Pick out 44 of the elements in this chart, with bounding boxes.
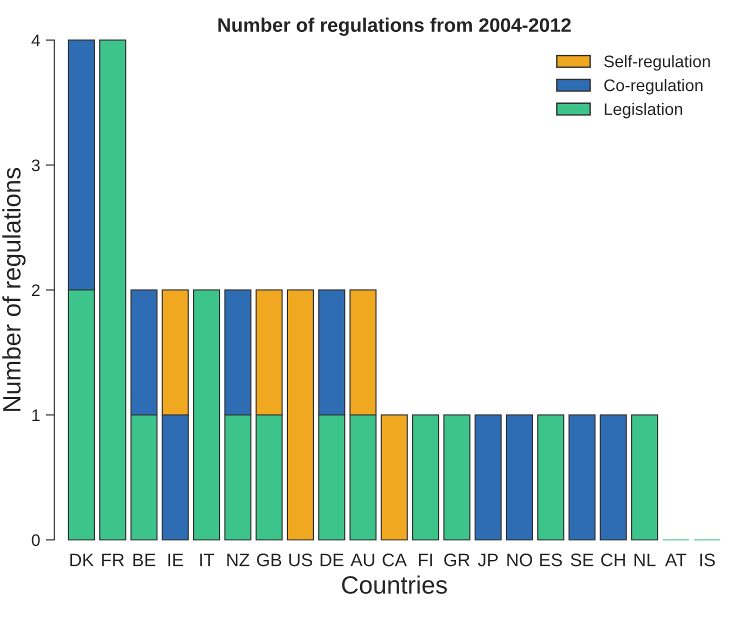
bar xyxy=(506,414,533,540)
x-tick-label: DE xyxy=(320,554,344,566)
bar xyxy=(99,40,126,540)
y-tick-label: 4 xyxy=(32,34,40,46)
x-axis-title: Countries xyxy=(342,575,447,594)
x-tick-label: IT xyxy=(200,554,214,566)
chart-title: Number of regulations from 2004-2012 xyxy=(218,18,571,36)
bar xyxy=(380,414,408,540)
y-tick-label: 1 xyxy=(32,410,40,421)
bar xyxy=(537,414,564,540)
x-tick-label: SE xyxy=(570,554,594,566)
legend-label: Self-regulation xyxy=(604,55,710,71)
x-tick-label: JP xyxy=(478,554,498,566)
y-axis-title: Number of regulations xyxy=(2,168,26,411)
bar xyxy=(600,414,627,540)
x-tick-label: FR xyxy=(102,554,124,566)
y-tick-label: 3 xyxy=(32,159,40,172)
x-tick-label: IE xyxy=(168,554,184,566)
x-tick-label: ES xyxy=(540,554,562,566)
legend-label: Legislation xyxy=(604,102,682,118)
bar xyxy=(568,414,596,540)
bar xyxy=(193,289,220,540)
bar xyxy=(474,414,502,540)
bar xyxy=(631,414,658,540)
bar xyxy=(412,414,440,540)
x-tick-label: GB xyxy=(257,554,282,566)
x-tick-label: BE xyxy=(133,554,156,566)
x-tick-label: CH xyxy=(601,554,625,566)
x-tick-label: AT xyxy=(665,554,686,566)
x-tick-label: AU xyxy=(350,554,374,566)
y-tick-label: 0 xyxy=(32,534,40,546)
x-tick-label: US xyxy=(289,554,312,566)
legend-label: Co-regulation xyxy=(604,78,702,95)
x-tick-label: IS xyxy=(700,554,715,566)
x-tick-label: FI xyxy=(419,554,432,566)
bar xyxy=(286,289,314,540)
x-tick-label: NO xyxy=(507,554,532,566)
x-tick-label: NL xyxy=(634,554,656,566)
x-tick-label: DK xyxy=(70,554,94,566)
x-tick-label: CA xyxy=(382,554,407,566)
x-tick-label: GR xyxy=(444,554,470,566)
x-tick-label: NZ xyxy=(227,554,250,566)
y-tick-label: 2 xyxy=(32,284,40,296)
bar xyxy=(443,414,470,540)
